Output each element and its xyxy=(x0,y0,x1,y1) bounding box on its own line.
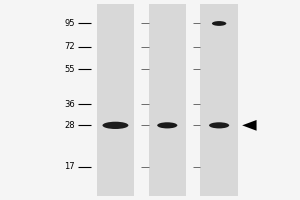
Ellipse shape xyxy=(103,122,128,129)
Text: 95: 95 xyxy=(64,19,75,28)
Text: 72: 72 xyxy=(64,42,75,51)
Ellipse shape xyxy=(157,122,177,128)
Ellipse shape xyxy=(212,21,226,26)
Bar xyxy=(200,0,238,200)
Polygon shape xyxy=(242,120,256,131)
Text: 17: 17 xyxy=(64,162,75,171)
Text: 55: 55 xyxy=(64,65,75,74)
Text: 28: 28 xyxy=(64,121,75,130)
Ellipse shape xyxy=(209,122,229,128)
Bar xyxy=(148,0,186,200)
Text: 36: 36 xyxy=(64,100,75,109)
Bar xyxy=(97,0,134,200)
